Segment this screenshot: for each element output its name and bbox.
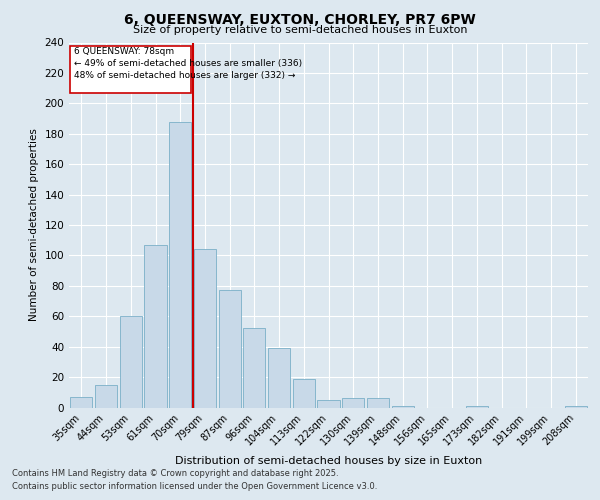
Bar bbox=[466, 406, 488, 407]
Bar bbox=[367, 398, 389, 407]
Bar bbox=[95, 384, 117, 407]
Bar bbox=[119, 316, 142, 408]
Bar bbox=[243, 328, 265, 407]
Text: Contains public sector information licensed under the Open Government Licence v3: Contains public sector information licen… bbox=[12, 482, 377, 491]
Bar bbox=[169, 122, 191, 408]
Bar bbox=[268, 348, 290, 408]
Text: 6 QUEENSWAY: 78sqm: 6 QUEENSWAY: 78sqm bbox=[74, 47, 174, 56]
X-axis label: Distribution of semi-detached houses by size in Euxton: Distribution of semi-detached houses by … bbox=[175, 456, 482, 466]
Bar bbox=[194, 250, 216, 408]
Text: Size of property relative to semi-detached houses in Euxton: Size of property relative to semi-detach… bbox=[133, 25, 467, 35]
Bar bbox=[293, 378, 315, 408]
Text: 6, QUEENSWAY, EUXTON, CHORLEY, PR7 6PW: 6, QUEENSWAY, EUXTON, CHORLEY, PR7 6PW bbox=[124, 12, 476, 26]
Bar bbox=[218, 290, 241, 408]
Bar bbox=[392, 406, 414, 407]
Text: 48% of semi-detached houses are larger (332) →: 48% of semi-detached houses are larger (… bbox=[74, 72, 295, 80]
Bar bbox=[342, 398, 364, 407]
Bar bbox=[145, 245, 167, 408]
Text: ← 49% of semi-detached houses are smaller (336): ← 49% of semi-detached houses are smalle… bbox=[74, 59, 302, 68]
Bar bbox=[70, 46, 191, 92]
Y-axis label: Number of semi-detached properties: Number of semi-detached properties bbox=[29, 128, 39, 322]
Bar bbox=[70, 397, 92, 407]
Bar bbox=[317, 400, 340, 407]
Text: Contains HM Land Registry data © Crown copyright and database right 2025.: Contains HM Land Registry data © Crown c… bbox=[12, 469, 338, 478]
Bar bbox=[565, 406, 587, 407]
